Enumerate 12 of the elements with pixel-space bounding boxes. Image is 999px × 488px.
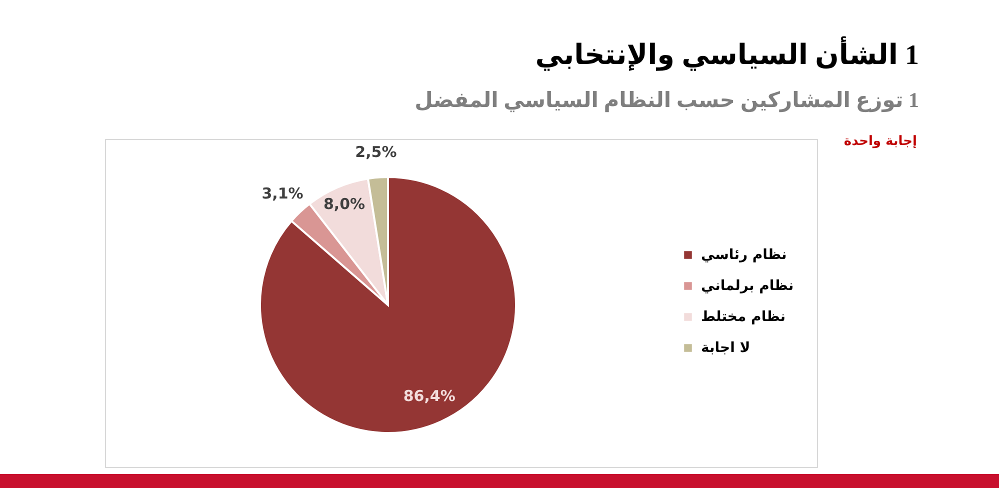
data-label: 3,1% [262, 184, 304, 202]
data-label: 86,4% [403, 386, 456, 405]
legend-label: نظام برلماني [701, 278, 794, 294]
pie-slice [259, 176, 517, 434]
legend-label: نظام رئاسي [701, 247, 787, 263]
chart-subtitle: 1 توزع المشاركين حسب النظام السياسي المفضل [414, 88, 919, 113]
data-label: 2,5% [355, 142, 397, 161]
chart-title: 1 الشأن السياسي والإنتخابي [535, 38, 919, 72]
data-label: 8,0% [323, 194, 366, 213]
legend-label: نظام مختلط [701, 309, 786, 325]
text: إجابة واحدة [844, 134, 917, 149]
legend-label: لا اجابة [701, 340, 750, 356]
